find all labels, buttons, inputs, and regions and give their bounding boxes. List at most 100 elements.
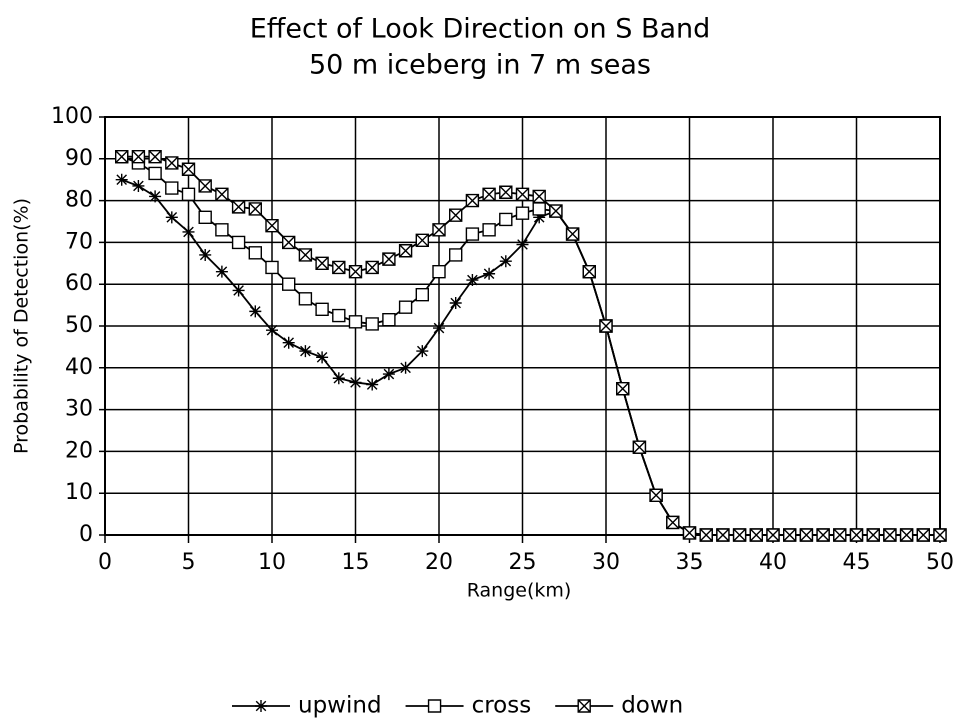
marker bbox=[415, 287, 429, 302]
y-axis-label: Probability of Detection(%) bbox=[11, 198, 33, 454]
marker bbox=[398, 244, 413, 258]
marker bbox=[298, 292, 313, 306]
y-tick-label: 80 bbox=[65, 188, 93, 213]
marker bbox=[299, 345, 312, 358]
x-tick-label: 40 bbox=[759, 550, 787, 575]
marker bbox=[348, 264, 363, 279]
marker bbox=[231, 200, 246, 214]
marker bbox=[366, 378, 379, 391]
marker bbox=[215, 187, 229, 202]
marker bbox=[348, 315, 363, 329]
marker bbox=[115, 150, 129, 164]
marker bbox=[365, 260, 379, 275]
legend-label: upwind bbox=[298, 693, 382, 719]
marker bbox=[282, 336, 295, 349]
legend-label: cross bbox=[472, 693, 532, 719]
marker bbox=[649, 488, 663, 502]
marker bbox=[466, 274, 479, 287]
marker bbox=[232, 284, 245, 297]
marker bbox=[282, 235, 296, 250]
marker bbox=[399, 361, 412, 374]
marker bbox=[499, 255, 512, 268]
marker bbox=[315, 256, 329, 270]
marker bbox=[199, 248, 212, 261]
y-tick-label: 0 bbox=[79, 522, 93, 547]
marker bbox=[181, 162, 196, 176]
marker bbox=[816, 528, 830, 542]
marker bbox=[532, 202, 546, 216]
marker bbox=[382, 368, 395, 381]
marker bbox=[577, 699, 591, 713]
marker bbox=[266, 324, 278, 337]
marker bbox=[332, 372, 345, 385]
marker bbox=[732, 528, 747, 542]
marker bbox=[515, 187, 530, 202]
marker bbox=[499, 212, 513, 227]
y-tick-label: 40 bbox=[65, 355, 93, 380]
marker bbox=[315, 302, 329, 316]
marker bbox=[249, 305, 262, 318]
marker bbox=[332, 260, 346, 275]
marker bbox=[482, 223, 496, 237]
marker bbox=[449, 208, 463, 222]
y-tick-label: 60 bbox=[65, 271, 93, 296]
marker bbox=[382, 313, 396, 327]
marker bbox=[565, 227, 580, 241]
x-tick-label: 15 bbox=[342, 550, 370, 575]
marker bbox=[148, 150, 162, 164]
marker bbox=[499, 185, 513, 199]
marker bbox=[382, 252, 396, 266]
marker bbox=[783, 528, 797, 542]
marker bbox=[849, 528, 864, 542]
marker bbox=[482, 187, 496, 202]
marker bbox=[516, 238, 529, 251]
marker bbox=[415, 233, 429, 248]
marker bbox=[432, 264, 446, 279]
marker bbox=[298, 248, 313, 262]
marker bbox=[332, 308, 346, 323]
marker bbox=[799, 528, 814, 542]
marker bbox=[465, 193, 480, 208]
marker bbox=[165, 181, 179, 195]
marker bbox=[465, 227, 480, 241]
y-tick-label: 70 bbox=[65, 229, 93, 254]
marker bbox=[198, 179, 212, 193]
marker bbox=[182, 225, 195, 238]
marker bbox=[365, 317, 379, 331]
marker bbox=[181, 187, 196, 202]
marker bbox=[449, 248, 463, 262]
marker bbox=[427, 699, 442, 713]
marker bbox=[699, 528, 713, 542]
chart-subtitle: 50 m iceberg in 7 m seas bbox=[309, 50, 651, 81]
x-tick-label: 25 bbox=[509, 550, 537, 575]
x-tick-label: 35 bbox=[676, 550, 704, 575]
y-tick-label: 10 bbox=[65, 480, 93, 505]
marker bbox=[766, 528, 780, 542]
x-tick-label: 50 bbox=[926, 550, 954, 575]
marker bbox=[899, 528, 914, 542]
marker bbox=[165, 156, 179, 170]
marker bbox=[215, 223, 229, 237]
marker bbox=[916, 528, 930, 542]
marker bbox=[231, 235, 246, 250]
marker bbox=[131, 150, 146, 164]
marker bbox=[248, 202, 262, 216]
marker bbox=[115, 173, 128, 186]
x-tick-label: 10 bbox=[258, 550, 286, 575]
marker bbox=[265, 260, 279, 275]
y-tick-label: 20 bbox=[65, 438, 93, 463]
marker bbox=[833, 528, 847, 542]
marker bbox=[248, 246, 262, 260]
marker bbox=[433, 322, 445, 335]
chart-title: Effect of Look Direction on S Band bbox=[250, 14, 711, 45]
marker bbox=[255, 700, 267, 712]
series-line bbox=[121, 178, 940, 536]
y-tick-label: 50 bbox=[65, 313, 93, 338]
marker bbox=[616, 382, 630, 396]
marker bbox=[549, 204, 563, 218]
marker bbox=[515, 206, 530, 220]
marker bbox=[316, 351, 329, 364]
marker bbox=[716, 528, 730, 542]
marker bbox=[682, 526, 697, 540]
